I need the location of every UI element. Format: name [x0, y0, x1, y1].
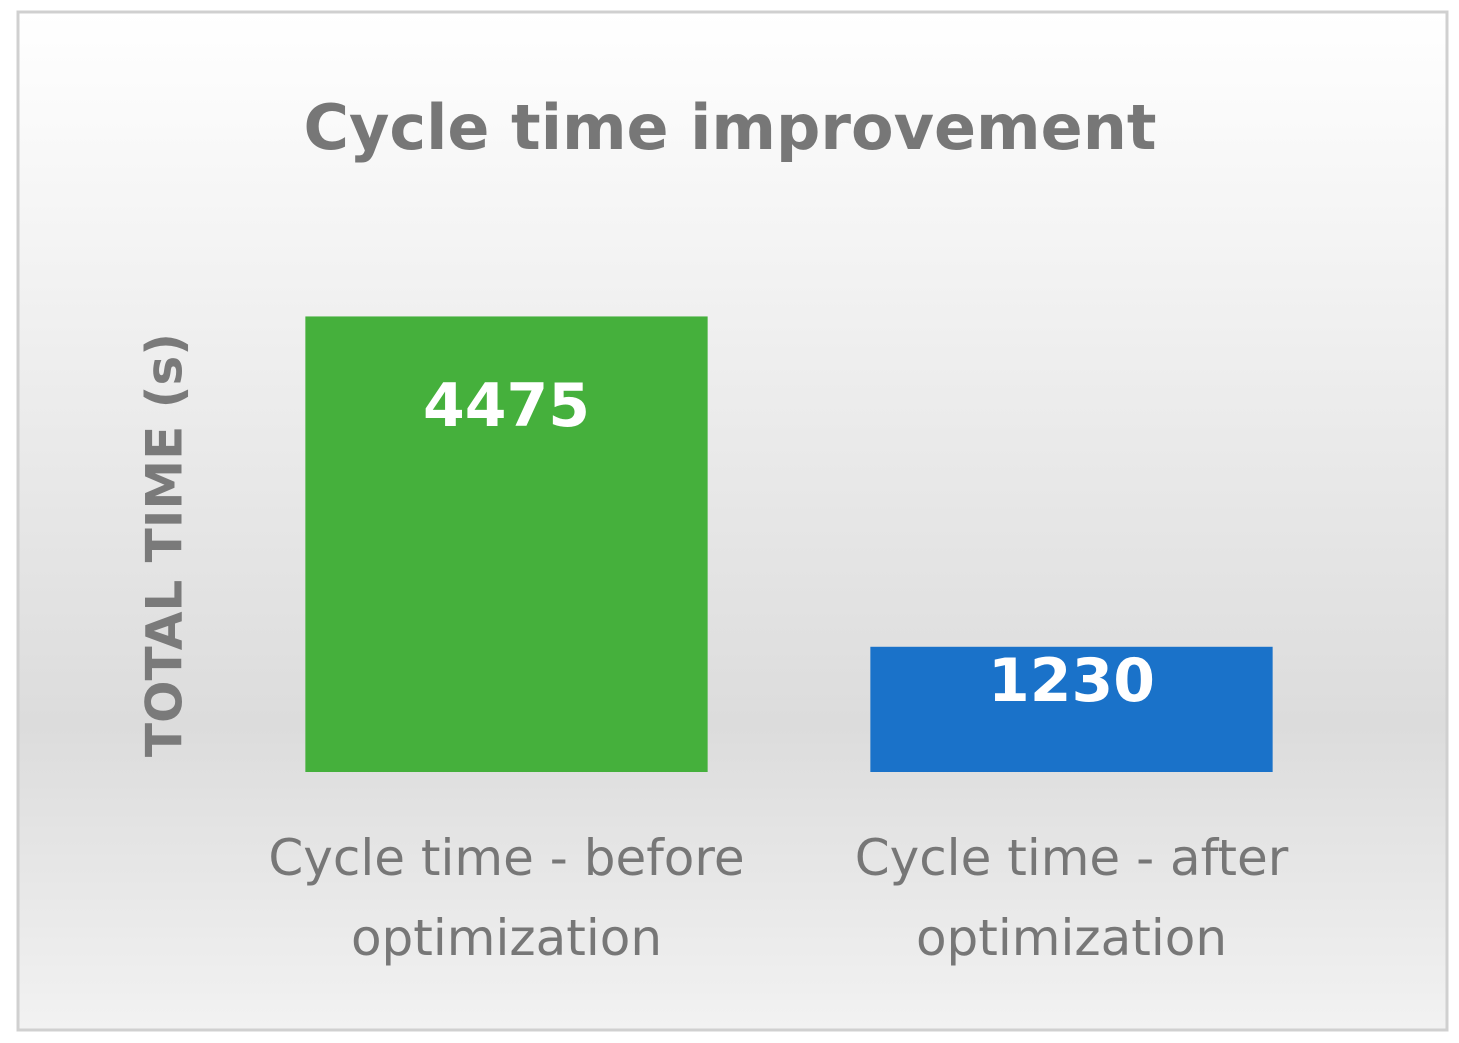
chart-frame [16, 10, 1449, 1032]
bar [305, 316, 708, 772]
x-tick-label: Cycle time - after optimization [854, 829, 1289, 967]
x-tick-label: Cycle time - before optimization [268, 829, 745, 967]
value-label: 4475 [423, 371, 590, 441]
bar [870, 646, 1273, 772]
chart-title: Cycle time improvement [304, 91, 1157, 164]
value-label: 1230 [988, 646, 1155, 716]
y-axis-label: TOTAL TIME (s) [136, 333, 194, 757]
